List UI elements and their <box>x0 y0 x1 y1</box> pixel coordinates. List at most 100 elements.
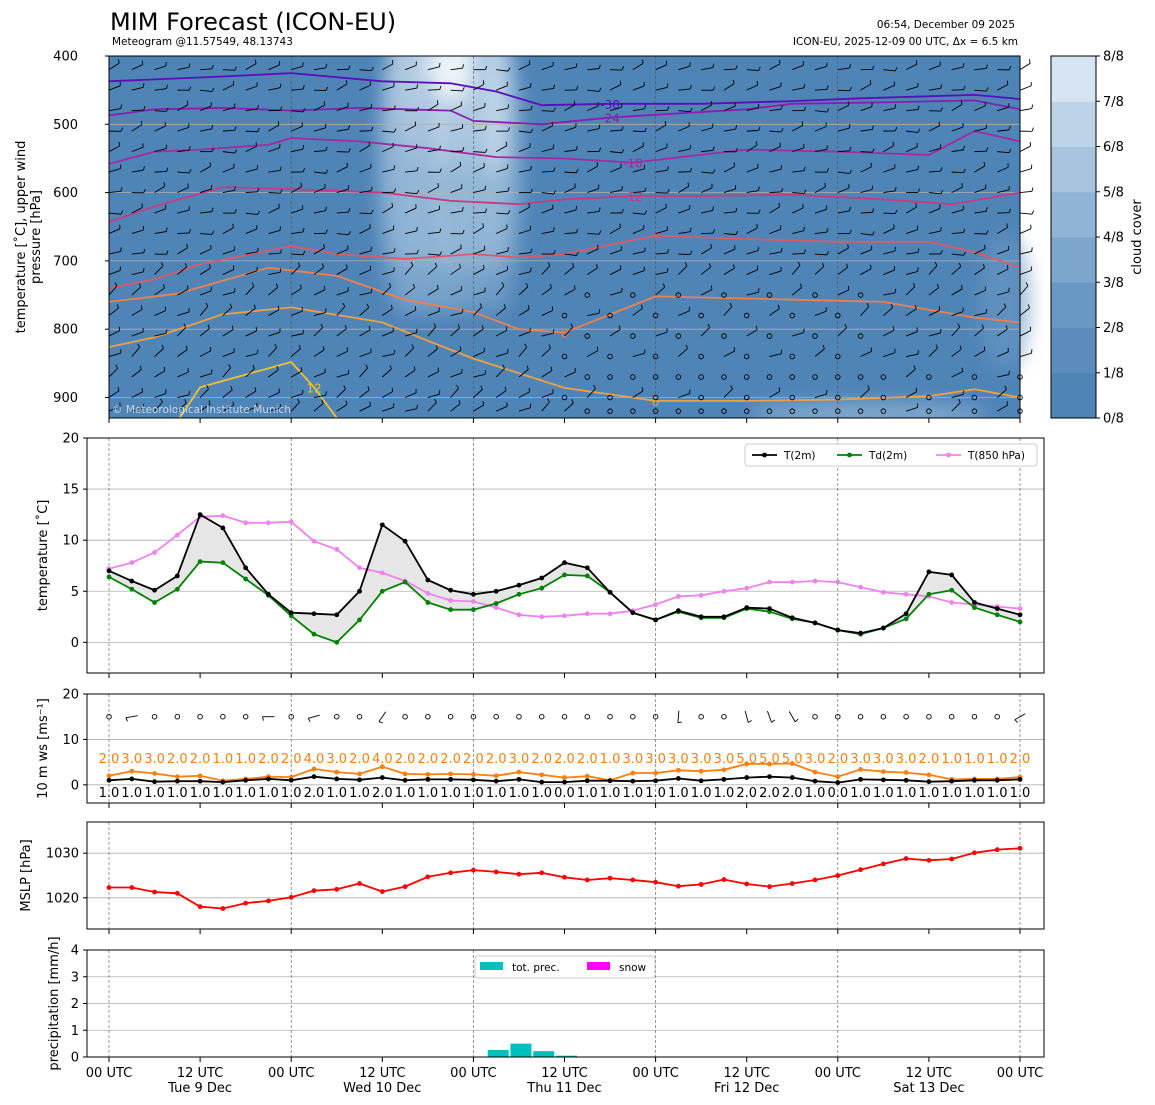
series-point <box>402 777 408 783</box>
wind-barb-flag <box>596 346 599 351</box>
wind-barb-flag <box>644 210 647 215</box>
wind-barb <box>177 66 190 71</box>
wind-barb-flag <box>279 166 282 171</box>
series-point <box>493 588 499 594</box>
colorbar-segment <box>1051 101 1096 147</box>
wind-barb <box>883 307 893 316</box>
wind-barb <box>108 145 120 153</box>
wind-barb-flag <box>849 206 851 211</box>
series-point <box>311 888 317 894</box>
wind-barb <box>905 368 916 378</box>
wind-barb <box>268 87 281 91</box>
wind-barb <box>906 109 919 112</box>
wind-barb <box>496 212 509 215</box>
series-point <box>357 565 362 571</box>
wind-barb <box>701 149 714 153</box>
wind-barb <box>1019 352 1032 357</box>
series-point <box>334 776 340 782</box>
series-point <box>607 875 613 881</box>
wind-barb <box>792 207 804 214</box>
wind-barb <box>404 125 416 132</box>
wind-barb-flag <box>1008 185 1010 190</box>
wind-barb-flag <box>280 106 283 111</box>
wind-barb <box>769 228 781 235</box>
wind-barb-flag <box>803 249 806 254</box>
wind-barb <box>378 711 387 722</box>
y-tick-label: 5 <box>71 585 79 600</box>
wind-barb <box>382 168 395 173</box>
series-point <box>288 894 294 900</box>
series-point <box>197 773 203 779</box>
wind-barb <box>769 390 780 398</box>
series-point <box>880 625 886 631</box>
wind-barb-flag <box>461 308 464 313</box>
wind-barb-flag <box>640 304 643 309</box>
gust-value-label: 3.0 <box>144 752 165 767</box>
wind-barb-flag <box>393 128 397 133</box>
wind-barb <box>245 353 258 357</box>
wind-barb-flag <box>120 247 122 252</box>
wind-barb-flag <box>163 366 166 371</box>
wind-barb-flag <box>619 223 621 228</box>
wind-barb-flag <box>553 190 556 195</box>
series-point <box>539 614 545 620</box>
series-point <box>1017 619 1023 625</box>
wind-barb-flag <box>553 84 555 89</box>
wind-barb <box>814 266 825 275</box>
wind-barb-flag <box>869 80 872 85</box>
wind-barb-flag <box>778 202 781 207</box>
wind-barb-flag <box>435 345 438 350</box>
wind-barb-flag <box>553 167 556 172</box>
wind-barb <box>883 145 894 153</box>
wind-barb-flag <box>712 146 715 151</box>
wind-barb <box>541 310 553 316</box>
series-point <box>448 598 454 603</box>
wind-barb <box>769 86 782 91</box>
wind-barb <box>883 329 895 337</box>
series-point <box>448 771 454 777</box>
wind-barb <box>678 231 691 235</box>
legend-box <box>474 955 656 979</box>
calm-wind-marker <box>607 353 613 360</box>
wind-barb <box>450 210 463 214</box>
wind-barb-flag <box>826 251 830 256</box>
mean-value-label: 1.0 <box>213 786 234 801</box>
wind-barb <box>632 352 645 357</box>
wind-barb <box>268 64 280 71</box>
series-point <box>152 779 157 785</box>
series-point <box>425 771 431 777</box>
wind-barb-flag <box>598 124 601 129</box>
wind-barb <box>222 249 235 255</box>
wind-barb-flag <box>300 284 302 289</box>
wind-barb-flag <box>261 716 264 721</box>
series-point <box>471 867 476 873</box>
wind-barb-flag <box>184 399 187 404</box>
wind-barb-flag <box>735 65 738 70</box>
calm-wind-marker <box>857 713 864 720</box>
mean-value-label: 1.0 <box>577 786 598 801</box>
series-point <box>789 881 795 886</box>
wind-barb <box>723 350 735 357</box>
wind-barb-flag <box>596 162 599 167</box>
wind-barb-flag <box>484 148 488 153</box>
series-point <box>197 904 203 910</box>
wind-barb <box>495 405 508 412</box>
wind-barb <box>222 227 234 234</box>
calm-wind-marker <box>151 713 158 720</box>
calm-wind-marker <box>652 713 659 720</box>
wind-barb-flag <box>826 168 829 173</box>
precip-bar <box>533 1051 555 1057</box>
wind-barb-flag <box>712 206 714 211</box>
wind-barb-flag <box>684 262 688 267</box>
wind-barb-flag <box>576 168 579 173</box>
wind-barb <box>177 149 190 153</box>
series-point <box>402 771 408 777</box>
wind-barb <box>837 247 849 255</box>
series-point <box>994 606 1000 612</box>
wind-barb <box>951 348 962 357</box>
wind-barb <box>928 125 940 132</box>
wind-barb <box>495 285 505 296</box>
calm-wind-marker <box>493 713 499 720</box>
isotherm-label: -6 <box>650 230 662 244</box>
